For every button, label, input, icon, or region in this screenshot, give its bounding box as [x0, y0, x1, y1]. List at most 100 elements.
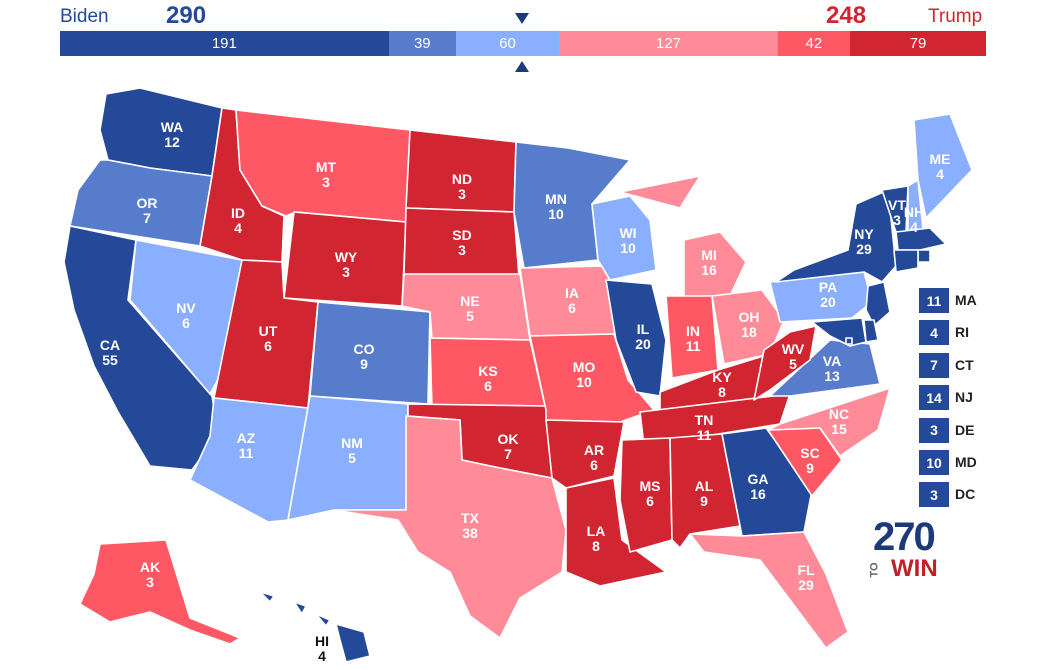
state-label-or: OR [137, 195, 158, 211]
state-votes-mt: 3 [322, 174, 330, 190]
state-ri[interactable] [917, 249, 931, 263]
state-votes-wv: 5 [789, 356, 797, 372]
state-ny[interactable] [775, 189, 897, 283]
state-votes-sc: 9 [806, 460, 814, 476]
state-label-sd: SD [452, 227, 471, 243]
bar-segment-safe-d[interactable]: 191 [60, 31, 389, 56]
state-la[interactable] [565, 477, 667, 587]
small-state-abbr: CT [955, 356, 974, 373]
bar-segment-lean-r[interactable]: 127 [559, 31, 778, 56]
state-va[interactable] [769, 339, 881, 397]
state-votes-ok: 7 [504, 446, 512, 462]
state-votes-nc: 15 [831, 421, 847, 437]
state-label-nm: NM [341, 435, 363, 451]
bar-segment-lean-d[interactable]: 60 [455, 31, 560, 56]
state-votes-tx: 38 [462, 525, 478, 541]
state-ma[interactable] [895, 227, 947, 251]
state-me[interactable] [913, 113, 973, 219]
small-state-abbr: MA [955, 292, 977, 308]
state-votes-pa: 20 [820, 294, 836, 310]
state-votes-nd: 3 [458, 186, 466, 202]
state-votes-or: 7 [143, 210, 151, 226]
state-votes-nv: 6 [182, 315, 190, 331]
bar-segment-safe-r[interactable]: 79 [849, 31, 986, 56]
state-nv[interactable] [129, 239, 243, 395]
state-fl[interactable] [689, 531, 849, 649]
state-ak[interactable] [79, 539, 241, 645]
state-label-oh: OH [739, 309, 760, 325]
state-votes-sd: 3 [458, 242, 466, 258]
small-state-votes: 14 [919, 385, 949, 411]
state-label-ny: NY [854, 226, 874, 242]
state-votes-wy: 3 [342, 264, 350, 280]
state-label-ia: IA [565, 285, 579, 301]
electoral-vote-bar: 191 39 60 127 42 79 [60, 31, 986, 56]
small-state-abbr: DC [955, 486, 976, 503]
state-votes-nm: 5 [348, 450, 356, 466]
state-votes-mi: 16 [701, 262, 717, 278]
state-votes-hi: 4 [318, 648, 326, 664]
state-votes-ky: 8 [718, 384, 726, 400]
state-ga[interactable] [721, 427, 813, 537]
state-label-ar: AR [584, 442, 604, 458]
state-label-tn: TN [695, 412, 714, 428]
state-wv[interactable] [753, 325, 817, 401]
small-state-abbr: RI [955, 324, 969, 341]
state-votes-ak: 3 [146, 574, 154, 590]
state-votes-in: 11 [686, 338, 701, 354]
state-votes-ny: 29 [856, 241, 872, 257]
state-label-mi: MI [701, 247, 717, 263]
state-label-co: CO [354, 341, 375, 357]
biden-name: Biden [60, 6, 109, 27]
midpoint-down-arrow-icon [515, 13, 529, 24]
state-label-nc: NC [829, 406, 849, 422]
state-votes-me: 4 [936, 166, 944, 182]
state-label-az: AZ [237, 430, 256, 446]
state-label-al: AL [695, 478, 714, 494]
state-ca[interactable] [63, 225, 219, 471]
state-votes-vt: 3 [893, 212, 901, 228]
state-wi[interactable] [591, 195, 657, 281]
state-nc[interactable] [767, 387, 891, 457]
state-votes-ut: 6 [264, 338, 272, 354]
state-label-id: ID [231, 205, 245, 221]
state-dc[interactable] [845, 337, 853, 345]
bar-segment-likely-d[interactable]: 39 [388, 31, 456, 56]
state-nj[interactable] [865, 281, 891, 327]
state-label-il: IL [637, 321, 650, 337]
small-state-votes: 4 [919, 320, 949, 346]
state-ct[interactable] [893, 249, 919, 273]
bar-segment-likely-r[interactable]: 42 [777, 31, 850, 56]
state-mi[interactable] [619, 175, 747, 299]
state-ar[interactable] [545, 419, 625, 489]
state-label-wy: WY [335, 249, 358, 265]
state-label-ky: KY [712, 369, 732, 385]
state-votes-tn: 11 [697, 427, 712, 443]
state-label-wi: WI [619, 225, 636, 241]
state-label-in: IN [686, 323, 700, 339]
state-label-ne: NE [460, 293, 479, 309]
state-label-nh: NH [904, 204, 924, 220]
small-state-votes: 3 [919, 417, 949, 443]
state-ms[interactable] [619, 437, 673, 553]
state-label-tx: TX [461, 510, 480, 526]
trump-name: Trump [928, 6, 983, 27]
state-votes-ar: 6 [590, 457, 598, 473]
state-votes-ne: 5 [466, 308, 474, 324]
state-label-ak: AK [140, 559, 160, 575]
state-label-ca: CA [100, 337, 120, 353]
state-label-nd: ND [452, 171, 472, 187]
state-votes-al: 9 [700, 493, 708, 509]
state-votes-mn: 10 [548, 206, 564, 222]
state-votes-nh: 4 [910, 219, 918, 235]
state-label-mo: MO [573, 359, 596, 375]
state-oh[interactable] [711, 289, 785, 365]
state-label-va: VA [823, 353, 841, 369]
state-votes-va: 13 [824, 368, 840, 384]
state-hi[interactable] [259, 591, 371, 663]
state-tx[interactable] [333, 415, 567, 639]
state-label-ok: OK [498, 431, 519, 447]
state-label-me: ME [930, 151, 951, 167]
trump-total: 248 [826, 2, 867, 29]
